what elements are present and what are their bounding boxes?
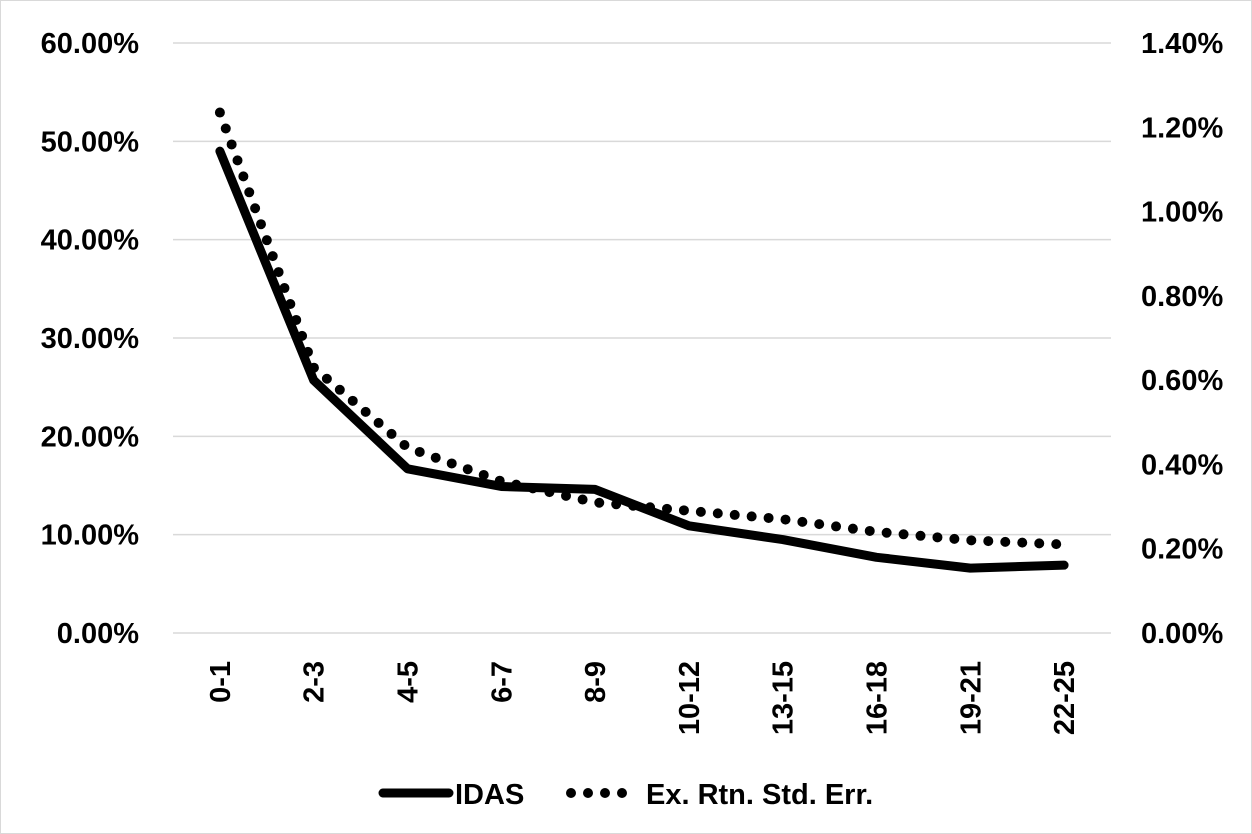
x-tick-label: 22-25	[1049, 661, 1081, 735]
y-right-tick-label: 1.40%	[1141, 28, 1223, 60]
y-right-tick-label: 0.40%	[1141, 449, 1223, 481]
y-left-tick-label: 60.00%	[41, 28, 140, 60]
y-left-tick-label: 10.00%	[41, 520, 140, 552]
legend-label-ex-rtn-std-err: Ex. Rtn. Std. Err.	[646, 779, 873, 811]
y-left-tick-label: 0.00%	[57, 618, 139, 650]
y-right-tick-label: 0.20%	[1141, 534, 1223, 566]
x-tick-label: 13-15	[768, 661, 800, 735]
x-tick-label: 8-9	[580, 661, 612, 703]
x-tick-label: 10-12	[674, 661, 706, 735]
x-tick-label: 0-1	[205, 661, 237, 703]
y-left-tick-label: 50.00%	[41, 126, 140, 158]
x-tick-label: 19-21	[955, 661, 987, 735]
series-line-idas	[215, 146, 1069, 573]
y-right-tick-label: 1.00%	[1141, 197, 1223, 229]
y-left-tick-label: 20.00%	[41, 421, 140, 453]
x-tick-label: 2-3	[299, 661, 331, 703]
y-right-tick-label: 0.60%	[1141, 365, 1223, 397]
legend-label-idas: IDAS	[455, 779, 524, 811]
y-right-tick-label: 1.20%	[1141, 112, 1223, 144]
y-right-tick-label: 0.80%	[1141, 281, 1223, 313]
y-left-tick-label: 30.00%	[41, 323, 140, 355]
x-tick-label: 4-5	[393, 661, 425, 703]
x-tick-label: 16-18	[862, 661, 894, 735]
y-left-tick-label: 40.00%	[41, 225, 140, 257]
x-tick-label: 6-7	[486, 661, 518, 703]
y-right-tick-label: 0.00%	[1141, 618, 1223, 650]
series-line-ex-rtn-std-err	[214, 107, 1070, 550]
